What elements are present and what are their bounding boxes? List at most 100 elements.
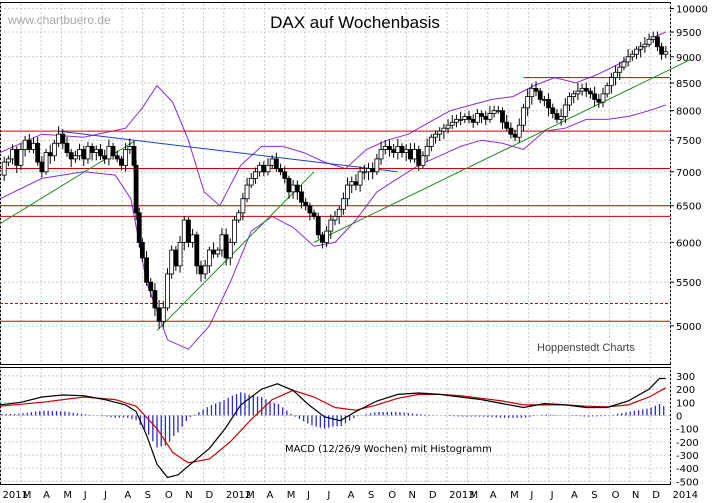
- candle-body: [625, 56, 631, 63]
- candle-body: [227, 241, 233, 259]
- candle-body: [588, 90, 593, 95]
- x-tick-label: 2013: [449, 490, 474, 501]
- candle-body: [286, 178, 292, 193]
- candle-body: [583, 87, 589, 92]
- candle-body: [592, 93, 598, 100]
- candle-body: [152, 290, 158, 309]
- candle-body: [219, 234, 225, 251]
- x-tick-label: D: [206, 490, 214, 501]
- candle-body: [269, 158, 275, 166]
- watermark: www.chartbuero.de: [7, 13, 111, 27]
- x-tick-label: S: [368, 490, 374, 501]
- candle-body: [114, 155, 120, 160]
- candle-body: [345, 184, 350, 200]
- candle-body: [64, 142, 70, 154]
- candle-body: [340, 198, 346, 210]
- candle-body: [424, 145, 430, 157]
- candle-body: [173, 249, 179, 267]
- candle-body: [445, 124, 451, 129]
- candle-body: [282, 171, 288, 179]
- candle-body: [68, 152, 74, 160]
- x-tick-label: 2012: [226, 490, 251, 501]
- candle-body: [663, 51, 669, 55]
- price-tick-label: 10000: [676, 5, 708, 16]
- candle-body: [353, 181, 359, 186]
- candle-body: [52, 142, 57, 157]
- macd-tick-label: 300: [676, 372, 695, 383]
- candle-body: [349, 181, 355, 186]
- candle-body: [516, 124, 522, 138]
- x-tick-label: O: [165, 490, 173, 501]
- x-tick-label: N: [185, 490, 192, 501]
- candle-body: [428, 136, 434, 147]
- macd-line: [0, 377, 666, 479]
- candle-body: [420, 155, 426, 166]
- candle-body: [441, 127, 447, 132]
- candle-body: [303, 201, 309, 207]
- x-tick-label: D: [652, 490, 660, 501]
- x-tick-label: M: [246, 490, 255, 501]
- price-panel-frame: [0, 2, 671, 365]
- candle-body: [600, 93, 606, 103]
- candle-body: [366, 168, 371, 173]
- price-tick-label: 8000: [676, 107, 701, 118]
- x-tick-label: 2014: [673, 490, 698, 501]
- candle-body: [102, 155, 108, 160]
- candle-body: [253, 171, 258, 179]
- candle-body: [416, 149, 422, 166]
- candle-body: [550, 107, 556, 114]
- x-tick-label: J: [83, 490, 87, 501]
- x-tick-label: M: [510, 490, 519, 501]
- macd-tick-label: 0: [676, 411, 682, 422]
- candle-body: [290, 184, 296, 193]
- candle-body: [374, 158, 380, 173]
- candle-body: [357, 171, 363, 186]
- candle-body: [617, 66, 623, 73]
- candle-body: [320, 234, 325, 243]
- candle-body: [479, 113, 484, 117]
- x-tick-label: J: [103, 490, 107, 501]
- candle-body: [449, 121, 455, 126]
- candle-body: [659, 46, 665, 55]
- price-tick-label: 7000: [676, 168, 701, 179]
- candle-body: [72, 155, 78, 160]
- macd-tick-label: -200: [676, 438, 699, 449]
- candle-body: [22, 139, 28, 150]
- candle-body: [190, 234, 196, 243]
- candle-body: [232, 219, 237, 243]
- candle-body: [529, 87, 535, 98]
- candle-body: [483, 116, 489, 120]
- candle-body: [462, 116, 468, 120]
- candle-body: [278, 168, 283, 173]
- candle-body: [500, 110, 505, 123]
- price-tick-label: 6000: [676, 238, 701, 249]
- candle-body: [299, 191, 304, 203]
- candle-body: [508, 127, 514, 135]
- candle-body: [148, 281, 154, 292]
- candle-body: [646, 38, 652, 45]
- green-uptrend-3-trendline: [313, 58, 692, 243]
- candle-body: [336, 208, 342, 217]
- candle-body: [131, 145, 137, 166]
- candle-body: [307, 205, 313, 214]
- candle-body: [328, 219, 334, 232]
- candle-body: [403, 149, 409, 154]
- candle-body: [613, 71, 618, 78]
- candle-body: [382, 145, 388, 150]
- candle-body: [10, 149, 15, 160]
- candle-body: [604, 85, 610, 95]
- x-tick-label: O: [612, 490, 620, 501]
- candle-body: [1, 161, 7, 176]
- x-tick-label: A: [124, 490, 131, 501]
- x-tick-label: M: [469, 490, 478, 501]
- x-tick-label: A: [348, 490, 355, 501]
- bollinger-upper-line: [0, 31, 666, 207]
- candle-body: [240, 198, 246, 214]
- candle-body: [608, 77, 614, 87]
- price-tick-label: 6500: [676, 202, 701, 213]
- candle-body: [156, 307, 162, 322]
- candle-body: [35, 142, 41, 163]
- candle-body: [504, 121, 510, 129]
- x-tick-label: J: [306, 490, 310, 501]
